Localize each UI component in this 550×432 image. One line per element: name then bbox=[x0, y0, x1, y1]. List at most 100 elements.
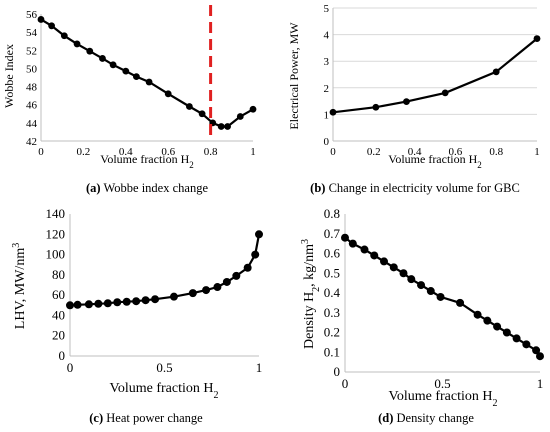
panel-c-ylabel: LHV, MW/nm3 bbox=[11, 243, 29, 329]
panel-c-data-point bbox=[202, 286, 211, 295]
panel-b-xtick-label: 1 bbox=[534, 146, 540, 158]
panel-d-data-point bbox=[380, 257, 388, 266]
panel-d-xtick-label: 1 bbox=[537, 376, 544, 391]
panel-b-data-point bbox=[441, 89, 449, 97]
panel-a-xtick-label: 1 bbox=[250, 146, 256, 158]
panel-b-ylabel: Electrical Power, MW bbox=[287, 22, 301, 130]
panel-a-ytick-label: 42 bbox=[26, 136, 37, 148]
panel-d-xtick-label: 0 bbox=[342, 376, 349, 391]
panel-c-ytick-label: 40 bbox=[52, 307, 65, 322]
panel-c-ytick-label: 140 bbox=[46, 206, 66, 221]
panel-b-caption: (b) Change in electricity volume for GBC bbox=[310, 181, 520, 195]
panel-d-data-point bbox=[456, 298, 465, 307]
panel-a-ytick-label: 56 bbox=[26, 9, 38, 21]
panel-c-data-point bbox=[113, 298, 122, 307]
panel-a-wobbe-index: Wobbe Index Volume fraction H2 (a) Wobbe… bbox=[2, 5, 257, 195]
panel-d-data-point bbox=[522, 340, 531, 349]
panel-a-ytick-label: 50 bbox=[26, 63, 38, 75]
panel-c-data-point bbox=[151, 295, 160, 304]
panel-d-ytick-label: 0.2 bbox=[324, 325, 340, 340]
panel-a-data-point bbox=[249, 105, 257, 113]
panel-b-ytick-label: 2 bbox=[324, 83, 330, 95]
panel-c-data-point bbox=[73, 300, 82, 309]
panel-c-data-point bbox=[232, 271, 241, 280]
panel-a-ytick-label: 46 bbox=[26, 100, 38, 112]
panel-b-xtick-label: 0.2 bbox=[367, 146, 381, 158]
panel-b-data-point bbox=[372, 103, 380, 111]
panel-a-caption: (a) Wobbe index change bbox=[86, 181, 208, 195]
panel-d-data-point bbox=[389, 263, 398, 272]
panel-c-data-point bbox=[122, 297, 131, 306]
panel-d-ytick-label: 0.5 bbox=[324, 265, 340, 280]
panel-b-ytick-label: 5 bbox=[324, 3, 330, 15]
panel-d-data-point bbox=[370, 251, 379, 260]
panel-c-xtick-label: 0 bbox=[67, 360, 74, 375]
panel-b-ytick-label: 0 bbox=[324, 136, 330, 148]
panel-a-ytick-label: 44 bbox=[26, 118, 38, 130]
panel-d-data-point bbox=[360, 245, 369, 254]
panel-a-data-point bbox=[133, 73, 140, 80]
panel-a-data-point bbox=[224, 123, 231, 130]
panel-d-data-point bbox=[436, 292, 445, 301]
panel-a-ytick-label: 48 bbox=[26, 82, 38, 94]
panel-d-data-point bbox=[493, 322, 502, 331]
panel-b-data-point bbox=[533, 35, 541, 42]
panel-b-xtick-label: 0 bbox=[330, 146, 336, 158]
panel-b-ytick-label: 1 bbox=[324, 109, 330, 121]
panel-a-ylabel: Wobbe Index bbox=[2, 44, 16, 108]
panel-c-ytick-label: 80 bbox=[52, 267, 65, 282]
panel-c-data-point bbox=[169, 292, 178, 301]
panel-b-data-point bbox=[329, 108, 337, 116]
panel-a-data-point bbox=[48, 22, 55, 30]
panel-d-ylabel: Density H2, kg/nm3 bbox=[300, 239, 322, 349]
panel-d-data-point bbox=[483, 316, 492, 325]
panel-d-data-point bbox=[502, 328, 511, 337]
panel-d-ytick-label: 0.6 bbox=[324, 246, 341, 261]
panel-d-ytick-label: 0 bbox=[334, 364, 341, 379]
panel-c-data-point bbox=[103, 299, 112, 308]
panel-c-xtick-label: 0.5 bbox=[156, 360, 172, 375]
panel-c-data-point bbox=[188, 289, 197, 298]
panel-c-xtick-label: 1 bbox=[256, 360, 263, 375]
panel-b-electrical-power: Electrical Power, MW Volume fraction H2 … bbox=[287, 3, 541, 195]
panel-b-xtick-label: 0.6 bbox=[449, 146, 463, 158]
panel-c-heat-power: LHV, MW/nm3 Volume fraction H2 (c) Heat … bbox=[11, 206, 263, 425]
panel-d-caption: (d) Density change bbox=[378, 411, 474, 425]
panel-a-data-point bbox=[198, 110, 206, 118]
panel-c-data-point bbox=[213, 283, 222, 292]
panel-c-ytick-label: 120 bbox=[46, 226, 66, 241]
panel-b-data-point bbox=[492, 68, 500, 76]
panel-d-ytick-label: 0.4 bbox=[324, 285, 341, 300]
panel-c-data-point bbox=[255, 230, 263, 239]
panel-a-data-point bbox=[236, 113, 244, 120]
panel-a-data-point bbox=[217, 123, 225, 130]
panel-a-ytick-label: 52 bbox=[26, 45, 37, 57]
panel-a-data-point bbox=[109, 61, 117, 69]
panel-c-xlabel: Volume fraction H2 bbox=[110, 381, 219, 401]
panel-d-ytick-label: 0.7 bbox=[324, 226, 341, 241]
panel-c-ytick-label: 20 bbox=[52, 328, 65, 343]
panel-b-xtick-label: 0.8 bbox=[489, 146, 503, 158]
panel-d-data-point bbox=[407, 275, 416, 284]
panel-a-data-point bbox=[164, 90, 172, 98]
panel-c-data-point bbox=[141, 296, 150, 305]
panel-d-ytick-label: 0.1 bbox=[324, 344, 340, 359]
panel-a-data-point bbox=[99, 55, 106, 62]
panel-c-data-point bbox=[251, 250, 260, 259]
panel-d-data-point bbox=[536, 352, 544, 361]
panel-d-density: Density H2, kg/nm3 Volume fraction H2 (d… bbox=[300, 206, 544, 425]
panel-b-series-line bbox=[332, 37, 538, 114]
panel-a-xtick-label: 0.4 bbox=[119, 146, 133, 158]
panel-a-xtick-label: 0.2 bbox=[77, 146, 91, 158]
panel-c-data-point bbox=[132, 297, 141, 306]
panel-a-data-point bbox=[86, 47, 94, 55]
panel-b-xlabel: Volume fraction H2 bbox=[388, 152, 482, 170]
panel-c-ytick-label: 0 bbox=[59, 348, 66, 363]
panel-b-data-point bbox=[403, 98, 410, 106]
panel-b-xtick-label: 0.4 bbox=[408, 146, 422, 158]
panel-c-ytick-label: 100 bbox=[46, 247, 66, 262]
panel-a-data-point bbox=[122, 67, 130, 75]
panel-c-data-point bbox=[243, 263, 252, 272]
panel-c-caption: (c) Heat power change bbox=[89, 411, 203, 425]
